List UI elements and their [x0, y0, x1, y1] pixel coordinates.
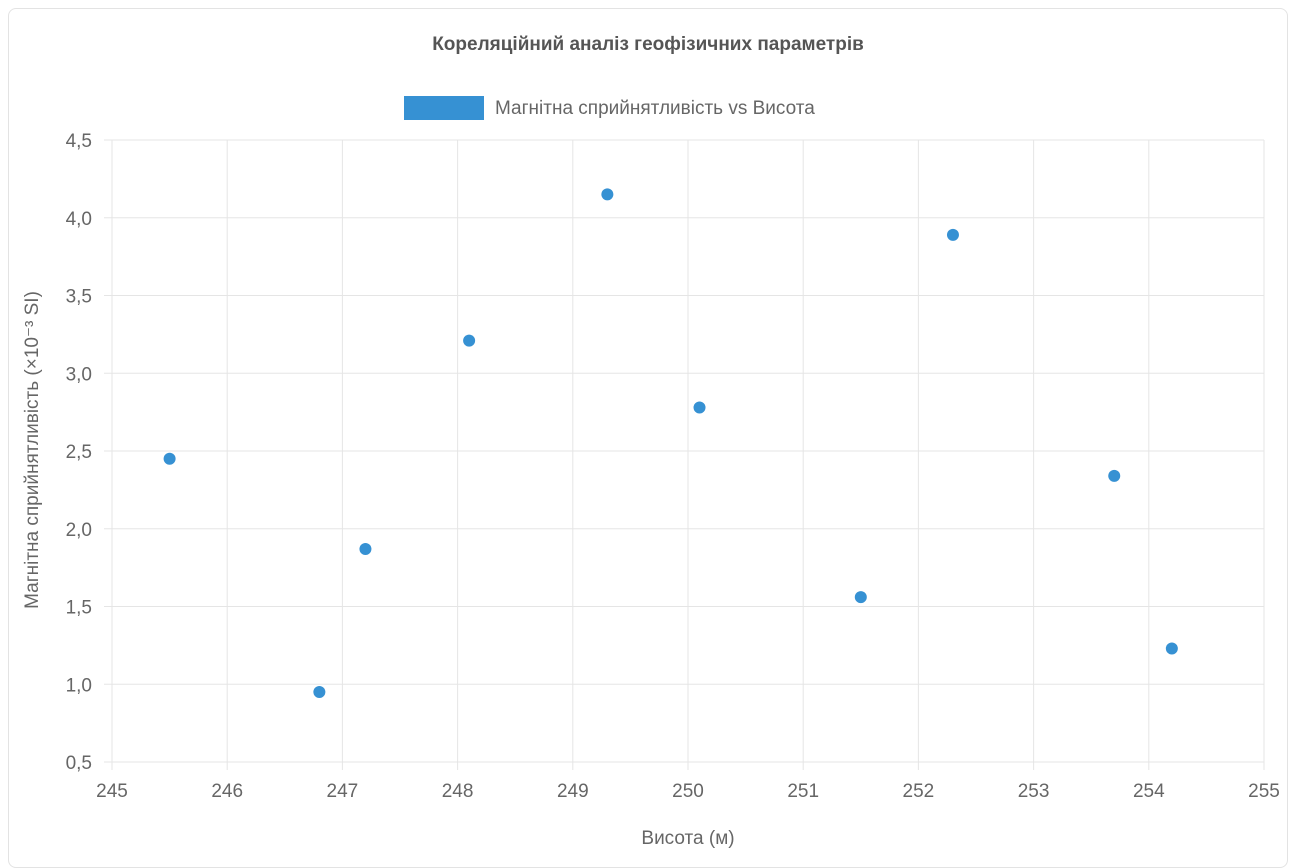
y-tick-label: 1,0 [66, 675, 92, 696]
x-tick-label: 255 [1248, 781, 1280, 802]
x-tick-label: 254 [1133, 781, 1165, 802]
y-tick-label: 0,5 [66, 753, 92, 774]
x-tick-label: 251 [787, 781, 819, 802]
x-tick-label: 249 [557, 781, 589, 802]
y-tick-label: 4,5 [66, 131, 92, 152]
grid-lines [104, 139, 1265, 770]
x-tick-label: 250 [672, 781, 704, 802]
data-point[interactable] [693, 401, 706, 414]
y-tick-label: 2,5 [66, 442, 92, 463]
x-tick-label: 246 [211, 781, 243, 802]
x-tick-label: 253 [1018, 781, 1050, 802]
data-point[interactable] [601, 188, 614, 201]
legend-swatch [404, 96, 484, 120]
legend[interactable]: Магнітна сприйнятливість vs Висота [404, 96, 815, 120]
x-axis-label: Висота (м) [641, 828, 734, 849]
x-tick-label: 252 [903, 781, 935, 802]
y-tick-label: 4,0 [66, 209, 92, 230]
x-tick-label: 247 [327, 781, 359, 802]
legend-label: Магнітна сприйнятливість vs Висота [495, 98, 815, 119]
data-point[interactable] [946, 228, 959, 241]
y-axis-label: Магнітна сприйнятливість (×10⁻³ SI) [22, 291, 43, 609]
y-tick-label: 1,5 [66, 598, 92, 619]
y-tick-label: 3,0 [66, 364, 92, 385]
x-tick-label: 245 [96, 781, 128, 802]
data-point[interactable] [313, 686, 326, 699]
scatter-chart: Кореляційний аналіз геофізичних параметр… [22, 34, 1280, 849]
data-point[interactable] [359, 542, 372, 555]
y-tick-label: 3,5 [66, 287, 92, 308]
data-point[interactable] [854, 591, 867, 604]
data-point[interactable] [1108, 469, 1121, 482]
data-point[interactable] [1165, 642, 1178, 655]
chart-title: Кореляційний аналіз геофізичних параметр… [432, 34, 864, 55]
data-points [163, 188, 1178, 699]
x-tick-label: 248 [442, 781, 474, 802]
data-point[interactable] [163, 452, 176, 465]
chart-card [8, 8, 1288, 868]
tick-labels: 245 246 247 248 249 250 251 252 253 254 255 0,5 1,0 1… [66, 131, 1280, 802]
data-point[interactable] [463, 334, 476, 347]
y-tick-label: 2,0 [66, 520, 92, 541]
